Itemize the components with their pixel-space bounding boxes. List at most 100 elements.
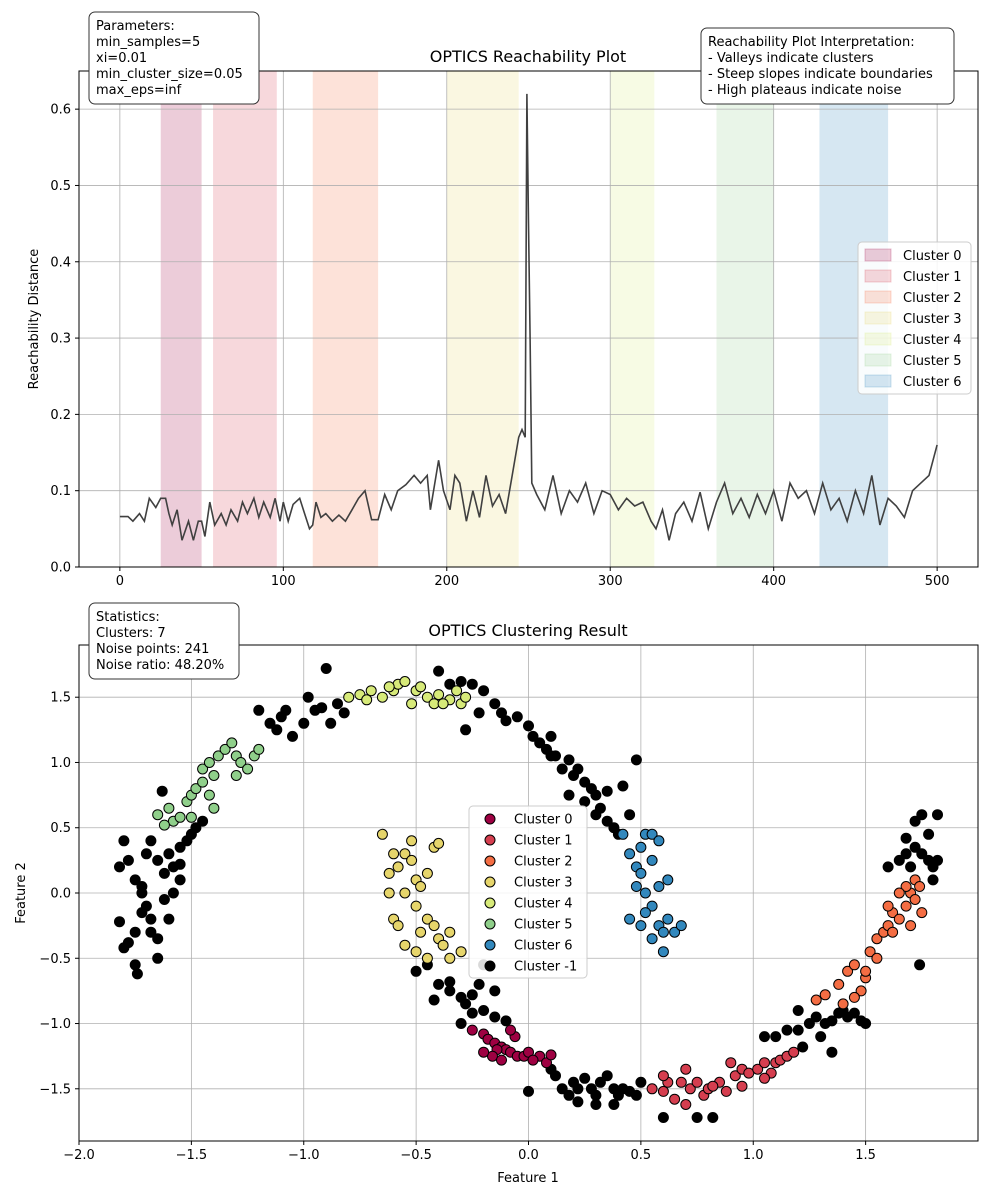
- scatter-point: [140, 848, 152, 860]
- y-tick-label: 0.4: [50, 255, 71, 270]
- reachability-panel: 0 100 200 300 400 500 0.0 0.1 0.2 0.3 0.4 0.5 0.6 OP…: [27, 11, 979, 589]
- scatter-point: [860, 1018, 872, 1029]
- scatter-point: [691, 1076, 703, 1088]
- scatter-point: [197, 815, 209, 827]
- scatter-point: [788, 1046, 800, 1058]
- scatter-point: [197, 763, 209, 775]
- x-tick-label: 100: [271, 574, 296, 589]
- scatter-point: [848, 959, 860, 971]
- scatter-point: [657, 1070, 669, 1082]
- legend-label: Cluster 6: [903, 375, 962, 390]
- legend-label: Cluster 6: [514, 939, 573, 954]
- interpretation-line: - Steep slopes indicate boundaries: [708, 67, 933, 82]
- scatter-point: [523, 1085, 534, 1097]
- interpretation-line: - High plateaus indicate noise: [708, 83, 902, 98]
- scatter-point: [657, 926, 669, 938]
- scatter-point: [675, 1076, 687, 1088]
- scatter-point: [743, 1067, 755, 1079]
- scatter-point: [601, 785, 613, 797]
- legend-label: Cluster 1: [903, 270, 962, 285]
- scatter-point: [415, 681, 427, 693]
- scatter-point: [646, 933, 658, 945]
- scatter-point: [118, 835, 130, 847]
- scatter-point: [203, 789, 215, 801]
- interpretation-box: Reachability Plot Interpretation: - Vall…: [700, 27, 955, 105]
- scatter-point: [437, 698, 449, 710]
- legend-swatch: [864, 248, 892, 262]
- scatter-point: [421, 952, 433, 964]
- scatter-point: [325, 717, 337, 729]
- scatter-point: [617, 828, 629, 840]
- scatter-point: [855, 985, 867, 997]
- cluster-span: [312, 71, 379, 567]
- scatter-point: [781, 1024, 793, 1036]
- scatter-point: [444, 926, 456, 938]
- scatter-point: [826, 1046, 838, 1058]
- scatter-point: [675, 920, 687, 932]
- scatter-point: [163, 848, 175, 860]
- x-tick-label: 0.0: [518, 1148, 539, 1163]
- scatter-point: [639, 887, 651, 899]
- x-tick-label: −0.5: [400, 1148, 432, 1163]
- scatter-point: [909, 841, 921, 853]
- scatter-point: [792, 1005, 804, 1016]
- scatter-point: [383, 887, 395, 899]
- scatter-point: [511, 711, 523, 723]
- scatter-point: [264, 717, 276, 729]
- scatter-point: [280, 704, 292, 716]
- scatter-point: [657, 1112, 669, 1123]
- scatter-point: [428, 994, 440, 1006]
- scatter-point: [212, 750, 224, 762]
- legend-marker: [484, 813, 496, 825]
- scatter-point: [496, 1054, 507, 1066]
- scatter-point: [287, 730, 298, 742]
- statistics-line: Noise points: 241: [96, 642, 209, 657]
- scatter-point: [500, 1015, 512, 1027]
- scatter-point: [932, 809, 943, 821]
- legend-swatch: [864, 332, 892, 346]
- scatter-point: [174, 841, 186, 853]
- scatter-point: [893, 913, 905, 925]
- clustering-ylabel: Feature 2: [14, 862, 29, 924]
- scatter-point: [729, 1070, 741, 1082]
- scatter-point: [630, 754, 642, 766]
- scatter-point: [527, 730, 539, 742]
- scatter-point: [489, 985, 501, 997]
- scatter-point: [156, 785, 168, 797]
- scatter-point: [669, 1093, 681, 1105]
- scatter-point: [770, 1031, 782, 1043]
- scatter-point: [421, 867, 433, 879]
- cluster-spans: [160, 71, 889, 567]
- scatter-point: [590, 809, 602, 821]
- scatter-point: [219, 743, 231, 755]
- interpretation-line: - Valleys indicate clusters: [708, 51, 874, 66]
- parameters-line: xi=0.01: [96, 51, 147, 66]
- scatter-point: [630, 881, 642, 892]
- scatter-point: [122, 854, 134, 866]
- scatter-point: [927, 874, 939, 886]
- scatter-point: [900, 832, 912, 844]
- scatter-point: [707, 1112, 719, 1123]
- legend-marker: [484, 876, 496, 888]
- scatter-point: [594, 1076, 606, 1088]
- scatter-point: [680, 1099, 692, 1110]
- scatter-point: [752, 1063, 764, 1075]
- scatter-point: [572, 763, 584, 775]
- x-tick-label: 0.5: [631, 1148, 652, 1163]
- scatter-point: [635, 1076, 647, 1088]
- scatter-point: [590, 1089, 602, 1101]
- scatter-point: [608, 1099, 620, 1110]
- scatter-point: [624, 913, 636, 925]
- scatter-point: [646, 854, 658, 866]
- y-tick-label: 0.6: [50, 103, 71, 118]
- scatter-point: [421, 691, 433, 703]
- scatter-point: [410, 946, 422, 958]
- x-tick-label: 500: [925, 574, 950, 589]
- reachability-axes-frame: [78, 70, 979, 568]
- scatter-point: [646, 900, 658, 912]
- scatter-point: [905, 861, 917, 873]
- legend-label: Cluster 2: [903, 291, 962, 306]
- scatter-point: [624, 848, 636, 860]
- scatter-point: [388, 848, 400, 860]
- scatter-point: [197, 776, 209, 788]
